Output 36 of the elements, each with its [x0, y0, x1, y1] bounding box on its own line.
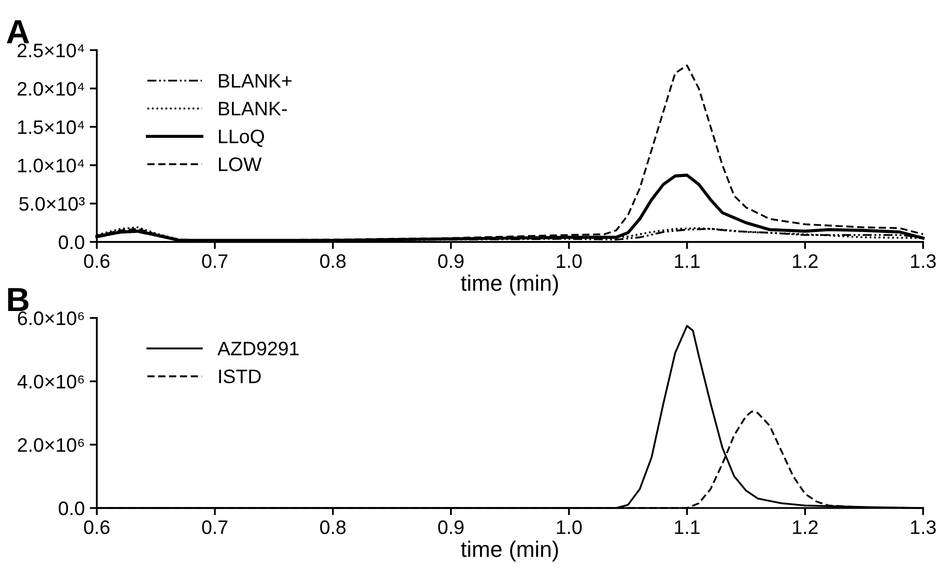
legend-label: ISTD [219, 370, 261, 384]
legend-label: BLANK+ [218, 74, 292, 88]
y-tick-label: 4.0×10⁶ [17, 374, 84, 389]
x-tick-label: 1.1 [674, 520, 700, 534]
x-tick-label: 1.0 [556, 520, 582, 534]
x-tick-label: 0.8 [320, 254, 346, 268]
x-axis-title: time (min) [460, 274, 558, 296]
y-tick-label: 0.0 [58, 502, 84, 516]
x-tick-label: 1.0 [556, 254, 582, 268]
y-tick-label: 0.0 [58, 235, 84, 250]
x-tick-label: 0.9 [438, 520, 464, 534]
y-tick-label: 1.0×10⁴ [18, 158, 84, 172]
legend-label: LOW [218, 157, 262, 172]
y-tick-label: 2.0×10⁶ [18, 438, 84, 452]
legend-label: LLoQ [218, 130, 264, 147]
legend-label: BLANK- [218, 102, 287, 116]
x-tick-label: 1.3 [911, 520, 936, 534]
x-tick-label: 0.9 [438, 254, 464, 268]
legend-label: AZD9291 [217, 342, 299, 356]
x-tick-label: 1.2 [793, 254, 818, 268]
x-tick-label: 0.6 [84, 520, 110, 534]
x-tick-label: 0.6 [84, 254, 110, 268]
chart-title: B [8, 288, 28, 312]
y-tick-label: 6.0×10⁶ [18, 311, 84, 326]
x-tick-label: 1.1 [674, 254, 700, 268]
chart-title: A [6, 20, 30, 44]
y-tick-label: 1.5×10⁴ [18, 120, 84, 134]
y-tick-label: 2.0×10⁴ [18, 82, 84, 96]
x-tick-label: 1.3 [911, 254, 936, 268]
x-tick-label: 0.8 [320, 520, 346, 534]
x-tick-label: 0.7 [202, 520, 228, 534]
x-axis-title: time (min) [460, 540, 558, 562]
x-tick-label: 0.7 [202, 254, 228, 268]
x-tick-label: 1.2 [793, 520, 818, 534]
y-tick-label: 5.0×10³ [19, 197, 85, 211]
y-tick-label: 2.5×10⁴ [18, 44, 84, 58]
